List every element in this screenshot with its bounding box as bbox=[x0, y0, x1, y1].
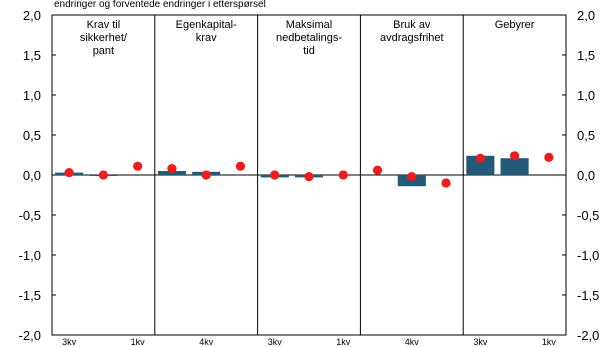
panel-title-line: avdragsfrihet bbox=[380, 32, 444, 44]
y-tick-label-left: -0,5 bbox=[19, 208, 41, 223]
dot bbox=[270, 170, 280, 180]
x-tick-label: 3kv bbox=[62, 337, 77, 347]
panel-title-line: Bruk av bbox=[393, 19, 431, 31]
x-tick-label: 1kv bbox=[542, 337, 557, 347]
y-tick-label-right: -1,5 bbox=[577, 288, 599, 303]
y-tick-label-right: 1,5 bbox=[577, 48, 595, 63]
x-tick-label: 1kv bbox=[131, 337, 146, 347]
y-tick-label-right: -1,0 bbox=[577, 248, 599, 263]
x-tick-label: 1kv bbox=[336, 337, 351, 347]
panel-title-line: krav bbox=[196, 32, 217, 44]
panel-title-line: tid bbox=[303, 45, 315, 57]
x-tick-label: 4kv bbox=[199, 337, 214, 347]
panel-title-line: Maksimal bbox=[286, 19, 332, 31]
panel-title-line: pant bbox=[93, 45, 114, 57]
y-tick-label-left: 1,0 bbox=[23, 88, 41, 103]
y-tick-label-right: -2,0 bbox=[577, 328, 599, 343]
y-tick-label-right: 1,0 bbox=[577, 88, 595, 103]
dot bbox=[407, 172, 417, 182]
dot bbox=[304, 172, 314, 182]
dot bbox=[64, 168, 74, 178]
x-tick-label: 3kv bbox=[473, 337, 488, 347]
panel: Gebyrer 3kv 1kv bbox=[462, 15, 557, 347]
dot bbox=[372, 165, 383, 175]
dot bbox=[133, 161, 143, 171]
bar bbox=[500, 158, 529, 175]
dot bbox=[338, 170, 348, 180]
y-axis-right: 2,0 1,5 1,0 0,5 0,0 -0,5 -1,0 -1,5 -2,0 bbox=[562, 8, 599, 343]
dot bbox=[201, 170, 211, 180]
dot bbox=[441, 178, 451, 188]
y-tick-label-left: -1,5 bbox=[19, 288, 41, 303]
y-tick-label-right: -0,5 bbox=[577, 208, 599, 223]
dot bbox=[509, 151, 520, 161]
dot bbox=[475, 153, 485, 163]
panel-title-line: nedbetalings- bbox=[276, 32, 342, 44]
panel: Egenkapital-krav 4kv bbox=[154, 15, 246, 347]
y-tick-label-left: -1,0 bbox=[19, 248, 41, 263]
y-tick-label-right: 0,0 bbox=[577, 168, 595, 183]
panel-title-line: Krav til bbox=[87, 19, 121, 31]
y-tick-label-left: 1,5 bbox=[23, 48, 41, 63]
dot bbox=[235, 161, 246, 171]
panel-title-line: Egenkapital- bbox=[176, 19, 237, 31]
y-axis-left: 2,0 1,5 1,0 0,5 0,0 -0,5 -1,0 -1,5 -2,0 bbox=[19, 8, 56, 343]
panel-title-line: Gebyrer bbox=[495, 19, 535, 31]
dot bbox=[167, 164, 177, 174]
y-tick-label-left: -2,0 bbox=[19, 328, 41, 343]
y-tick-label-right: 0,5 bbox=[577, 128, 595, 143]
y-tick-label-left: 0,0 bbox=[23, 168, 41, 183]
chart-top-text: endringer og forventede endringer i ette… bbox=[54, 0, 266, 10]
y-tick-label-left: 2,0 bbox=[23, 8, 41, 23]
dot bbox=[98, 170, 108, 180]
x-tick-label: 3kv bbox=[268, 337, 283, 347]
y-tick-label-right: 2,0 bbox=[577, 8, 595, 23]
x-tick-label: 4kv bbox=[405, 337, 420, 347]
bar bbox=[466, 155, 495, 175]
y-tick-label-left: 0,5 bbox=[23, 128, 41, 143]
dot bbox=[544, 152, 554, 162]
panel-title-line: sikkerhet/ bbox=[80, 32, 128, 44]
